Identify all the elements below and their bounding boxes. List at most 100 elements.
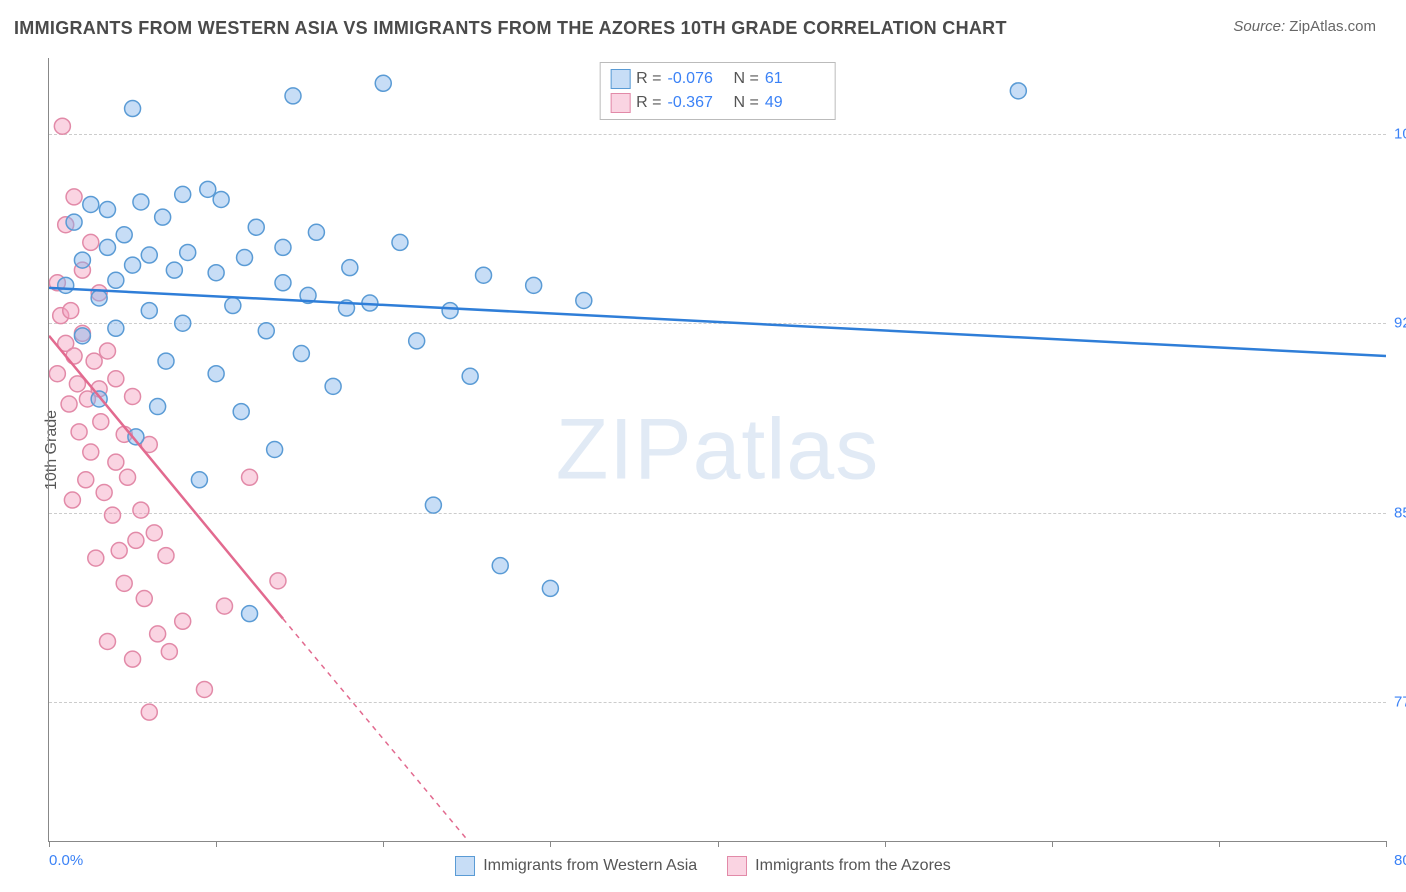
x-tick <box>1386 841 1387 847</box>
scatter-point <box>175 315 191 331</box>
scatter-point <box>108 320 124 336</box>
scatter-point <box>63 303 79 319</box>
scatter-point <box>166 262 182 278</box>
trendline-azores-extrapolated <box>283 619 542 841</box>
scatter-point <box>542 580 558 596</box>
scatter-point <box>125 101 141 117</box>
scatter-point <box>64 492 80 508</box>
legend-swatch-icon <box>455 856 475 876</box>
scatter-point <box>83 444 99 460</box>
n-label: N = <box>734 67 759 91</box>
y-tick-label: 92.5% <box>1394 315 1406 332</box>
scatter-point <box>133 502 149 518</box>
legend-swatch-1 <box>610 69 630 89</box>
scatter-point <box>216 598 232 614</box>
chart-svg <box>49 58 1386 841</box>
scatter-point <box>342 260 358 276</box>
scatter-point <box>275 275 291 291</box>
x-tick <box>550 841 551 847</box>
scatter-point <box>175 613 191 629</box>
scatter-point <box>233 404 249 420</box>
x-tick <box>383 841 384 847</box>
scatter-point <box>88 550 104 566</box>
scatter-point <box>74 252 90 268</box>
scatter-point <box>248 219 264 235</box>
scatter-point <box>200 181 216 197</box>
source-value: ZipAtlas.com <box>1289 18 1376 35</box>
scatter-point <box>492 558 508 574</box>
series-legend: Immigrants from Western Asia Immigrants … <box>0 856 1406 876</box>
scatter-point <box>196 681 212 697</box>
scatter-point <box>258 323 274 339</box>
r-value-2: -0.367 <box>668 91 728 115</box>
scatter-point <box>125 651 141 667</box>
legend-label-2: Immigrants from the Azores <box>755 857 951 875</box>
scatter-point <box>99 239 115 255</box>
r-value-1: -0.076 <box>668 67 728 91</box>
scatter-point <box>120 469 136 485</box>
scatter-point <box>133 194 149 210</box>
scatter-point <box>93 414 109 430</box>
scatter-point <box>125 388 141 404</box>
correlation-legend: R = -0.076 N = 61 R = -0.367 N = 49 <box>599 62 836 120</box>
scatter-point <box>242 606 258 622</box>
scatter-point <box>54 118 70 134</box>
legend-label-1: Immigrants from Western Asia <box>483 857 697 875</box>
scatter-point <box>78 472 94 488</box>
scatter-point <box>462 368 478 384</box>
scatter-point <box>293 346 309 362</box>
scatter-point <box>91 290 107 306</box>
scatter-point <box>576 292 592 308</box>
scatter-point <box>99 633 115 649</box>
y-tick-label: 100.0% <box>1394 125 1406 142</box>
scatter-point <box>66 214 82 230</box>
scatter-point <box>175 186 191 202</box>
scatter-point <box>116 575 132 591</box>
source-label: Source: <box>1233 18 1285 35</box>
scatter-point <box>83 196 99 212</box>
scatter-point <box>158 548 174 564</box>
x-tick <box>216 841 217 847</box>
n-value-1: 61 <box>765 67 825 91</box>
scatter-point <box>108 454 124 470</box>
scatter-point <box>275 239 291 255</box>
x-tick <box>885 841 886 847</box>
scatter-point <box>146 525 162 541</box>
scatter-point <box>213 191 229 207</box>
n-label: N = <box>734 91 759 115</box>
scatter-point <box>191 472 207 488</box>
scatter-point <box>66 348 82 364</box>
scatter-point <box>392 234 408 250</box>
scatter-point <box>150 626 166 642</box>
scatter-point <box>285 88 301 104</box>
legend-swatch-icon <box>727 856 747 876</box>
scatter-point <box>49 366 65 382</box>
scatter-point <box>128 532 144 548</box>
source-attribution: Source: ZipAtlas.com <box>1233 18 1376 35</box>
scatter-point <box>116 227 132 243</box>
x-tick <box>1052 841 1053 847</box>
scatter-point <box>96 484 112 500</box>
scatter-point <box>58 277 74 293</box>
n-value-2: 49 <box>765 91 825 115</box>
scatter-point <box>61 396 77 412</box>
scatter-point <box>526 277 542 293</box>
scatter-point <box>242 469 258 485</box>
y-tick-label: 85.0% <box>1394 504 1406 521</box>
legend-item-2: Immigrants from the Azores <box>727 856 951 876</box>
plot-region: ZIPatlas R = -0.076 N = 61 R = -0.367 N … <box>48 58 1386 842</box>
scatter-point <box>136 591 152 607</box>
scatter-point <box>111 543 127 559</box>
legend-swatch-2 <box>610 93 630 113</box>
scatter-point <box>155 209 171 225</box>
scatter-point <box>108 371 124 387</box>
legend-row-series-2: R = -0.367 N = 49 <box>610 91 825 115</box>
scatter-point <box>125 257 141 273</box>
scatter-point <box>99 202 115 218</box>
scatter-point <box>308 224 324 240</box>
scatter-point <box>476 267 492 283</box>
chart-area: 10th Grade ZIPatlas R = -0.076 N = 61 R … <box>48 58 1386 842</box>
scatter-point <box>150 399 166 415</box>
scatter-point <box>1010 83 1026 99</box>
scatter-point <box>409 333 425 349</box>
